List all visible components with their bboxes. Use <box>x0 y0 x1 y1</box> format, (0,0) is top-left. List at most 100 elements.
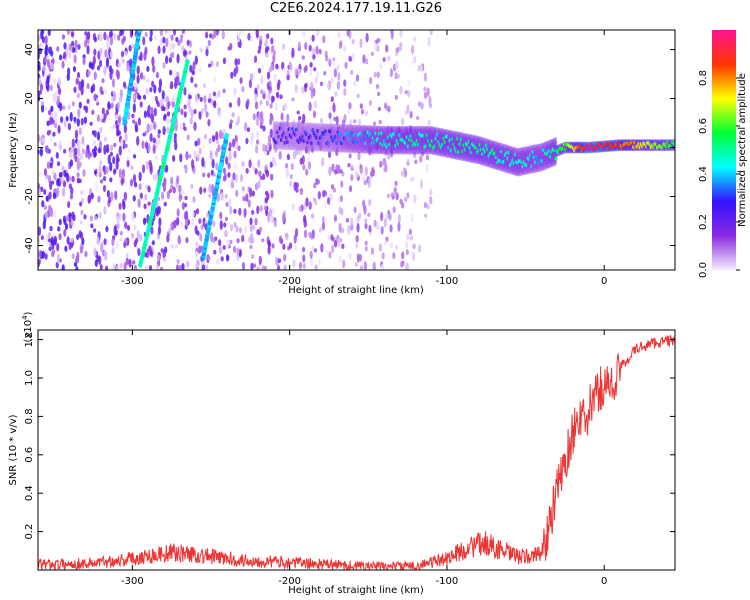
spectrogram-cell <box>189 64 193 73</box>
spectrogram-cell <box>330 96 334 103</box>
spectrogram-cell <box>234 66 239 74</box>
spectrogram-cell <box>212 172 216 177</box>
spectrogram-cell <box>208 137 212 144</box>
spectrogram-cell <box>176 208 180 217</box>
spectrogram-cell <box>103 206 107 215</box>
spectrogram-cell <box>201 157 205 168</box>
spectrogram-cell <box>172 186 176 194</box>
spectrogram-cell <box>427 36 431 47</box>
spectrogram-cell <box>364 166 368 176</box>
spectrogram-cell <box>109 177 113 183</box>
spectrogram-cell <box>105 35 110 42</box>
spectrogram-cell <box>159 37 163 47</box>
spectrogram-cell <box>99 86 103 94</box>
spectrogram-cell <box>414 159 418 165</box>
spectrogram-cell <box>69 193 74 200</box>
spectrogram-cell <box>71 253 75 260</box>
spectrogram-cell <box>236 247 240 255</box>
spectrogram-cell <box>159 30 164 37</box>
spectrogram-cell <box>298 68 302 75</box>
spectrogram-cell <box>241 86 245 93</box>
spectrogram-cell <box>59 102 63 112</box>
spectrogram-cell <box>57 87 62 96</box>
spectrogram-cell <box>174 141 178 151</box>
spectrogram-cell <box>174 244 178 249</box>
spectrogram-cell <box>122 35 126 42</box>
spectrogram-cell <box>96 236 100 246</box>
spectrogram-cell <box>189 117 193 125</box>
spectrogram-cell <box>56 178 60 187</box>
spectrogram-cell <box>173 136 177 144</box>
spectrogram-cell <box>67 201 71 208</box>
spectrogram-cell <box>53 115 57 121</box>
spectrogram-cell <box>118 168 122 179</box>
colorbar-tick-label: 0.8 <box>698 70 709 86</box>
spectrogram-cell <box>405 249 409 256</box>
spectrogram-cell <box>68 149 73 159</box>
spectrogram-cell <box>119 30 123 37</box>
spectrogram-cell <box>184 164 188 174</box>
spectrogram-cell <box>176 259 180 264</box>
spectrogram-cell <box>170 34 174 41</box>
spectrogram-cell <box>380 211 384 222</box>
spectrogram-cell <box>223 222 227 228</box>
spectrogram-cell <box>92 55 96 66</box>
spectrogram-cell <box>136 74 140 85</box>
spectrogram-cell <box>266 33 270 40</box>
spectrogram-cell <box>268 208 273 217</box>
spectrogram-cell <box>363 204 367 215</box>
spectrogram-cell <box>51 249 56 254</box>
spectrogram-cell <box>122 212 126 222</box>
spectrogram-cell <box>133 224 137 231</box>
spectrogram-cell <box>222 88 226 94</box>
spectrogram-cell <box>313 100 318 109</box>
spectrogram-cell <box>332 61 337 69</box>
spectrogram-cell <box>301 55 305 60</box>
spectrogram-cell <box>219 211 223 220</box>
spectrogram-cell <box>168 227 172 234</box>
spectrogram-cell <box>201 144 205 151</box>
spectrogram-cell <box>225 202 229 207</box>
spectrogram-cell <box>311 47 316 55</box>
spectrogram-cell <box>142 94 147 100</box>
spectrogram-cell <box>417 101 422 108</box>
spectrogram-cell <box>251 209 255 215</box>
spectrogram-cell <box>259 226 263 232</box>
spectrogram-cell <box>63 120 67 127</box>
spectrogram-cell <box>177 234 181 245</box>
spectrogram-cell <box>41 200 45 208</box>
snr-ticks: -300 -200 -100 0 0.2 0.4 0.6 0.8 1.0 1.2 <box>24 330 675 587</box>
spectrogram-cell <box>254 93 258 103</box>
spectrogram-cell <box>45 145 49 154</box>
spectrogram-cell <box>304 83 308 88</box>
spectrogram-cell <box>395 192 399 201</box>
spectrogram-cell <box>237 58 241 66</box>
spectrogram-cell <box>87 104 91 112</box>
spectrogram-cell <box>299 157 303 165</box>
spectrogram-cell <box>70 31 74 38</box>
spectrogram-cell <box>401 117 405 126</box>
spectrogram-cell <box>96 114 100 123</box>
spectrogram-cell <box>250 35 254 43</box>
spectrogram-cell <box>353 80 357 87</box>
spectrogram-cell <box>271 95 275 102</box>
spectrogram-cell <box>387 105 391 113</box>
spectrogram-cell <box>394 180 398 187</box>
spectrogram-cell <box>347 163 351 168</box>
spectrogram-cell <box>172 30 177 36</box>
spectrogram-cell <box>68 183 72 190</box>
spectrogram-cell <box>78 178 82 184</box>
spectrogram-cell <box>237 145 241 151</box>
spectrogram-cell <box>109 30 113 38</box>
spectrogram-cell <box>201 264 206 270</box>
spectrogram-cell <box>246 127 251 133</box>
spectrogram-cell <box>71 138 75 148</box>
spectrogram-cell <box>303 221 308 227</box>
spectrogram-cell <box>179 37 183 44</box>
spectrogram-cell <box>233 245 237 253</box>
spectrogram-cell <box>146 65 150 73</box>
spectrogram-cell <box>49 116 53 126</box>
spectrogram-cell <box>85 68 90 78</box>
spectrogram-cell <box>51 169 55 175</box>
spectrogram-cell <box>331 244 335 254</box>
